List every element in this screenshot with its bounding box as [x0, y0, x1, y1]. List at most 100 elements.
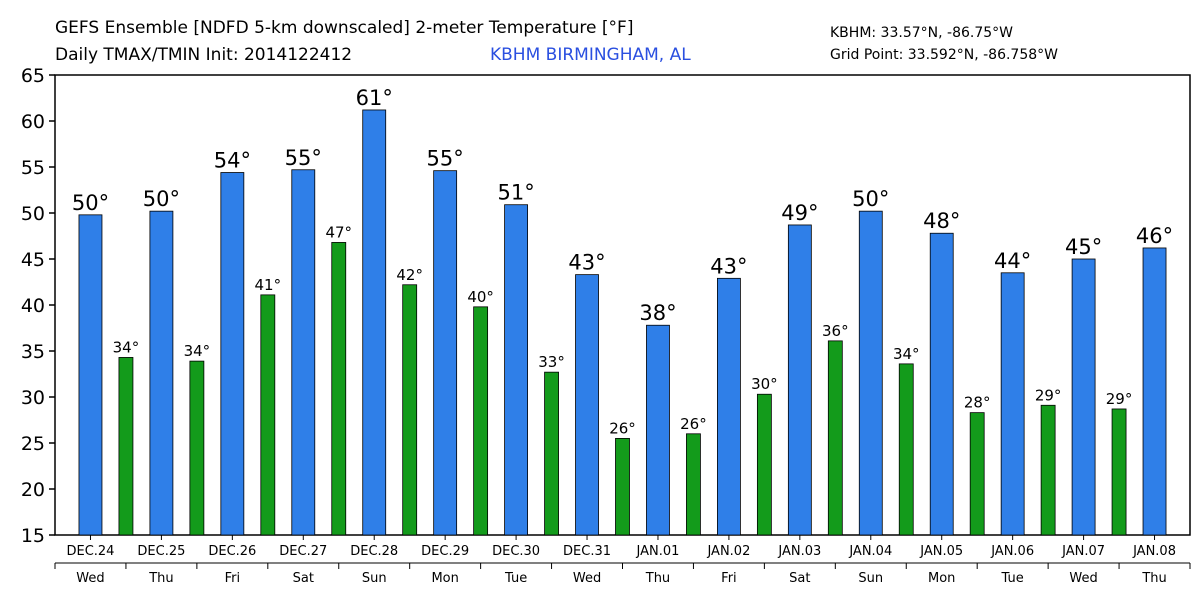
value-label: 33° [538, 353, 565, 371]
weekday-label: Mon [431, 571, 458, 586]
value-label: 61° [356, 86, 393, 110]
y-tick-label: 25 [21, 433, 45, 455]
x-tick-label: DEC.24 [66, 544, 114, 559]
value-label: 50° [852, 187, 889, 211]
bar [615, 437, 630, 536]
value-label: 26° [609, 419, 636, 437]
weekday-label: Sat [789, 571, 810, 586]
weekday-label: Wed [76, 571, 104, 586]
x-tick-label: DEC.27 [279, 544, 327, 559]
value-label: 43° [710, 254, 747, 278]
bar [646, 324, 670, 536]
bar [1071, 258, 1096, 536]
x-tick-label: JAN.03 [777, 544, 821, 559]
bar [544, 371, 559, 536]
x-tick-label: DEC.30 [492, 544, 540, 559]
value-label: 46° [1136, 224, 1173, 248]
value-label: 50° [72, 191, 109, 215]
bar [362, 109, 387, 536]
bar [189, 360, 205, 536]
weekday-label: Thu [1141, 571, 1166, 586]
bar [149, 210, 174, 536]
annotation: Grid Point: 33.592°N, -86.758°W [830, 47, 1058, 63]
bar [1040, 404, 1056, 536]
value-label: 34° [893, 345, 920, 363]
y-tick-label: 40 [21, 295, 45, 317]
bar [969, 412, 985, 536]
bar [402, 284, 418, 536]
y-tick-label: 65 [21, 65, 45, 87]
bar [686, 433, 701, 536]
weekday-label: Sun [858, 571, 883, 586]
value-label: 29° [1106, 390, 1133, 408]
bar [1142, 247, 1167, 536]
value-label: 42° [396, 266, 423, 284]
y-tick-label: 20 [21, 479, 45, 501]
value-label: 44° [994, 249, 1031, 273]
bar [504, 204, 528, 536]
weekday-label: Fri [225, 571, 241, 586]
value-label: 30° [751, 375, 778, 393]
value-label: 43° [568, 251, 605, 275]
value-label: 34° [184, 342, 211, 360]
y-tick-label: 45 [21, 249, 45, 271]
bar [787, 224, 812, 536]
value-label: 26° [680, 415, 707, 433]
bar [1000, 272, 1025, 536]
weekday-label: Wed [573, 571, 601, 586]
value-label: 48° [923, 209, 960, 233]
value-label: 55° [285, 146, 322, 170]
weekday-label: Thu [148, 571, 173, 586]
x-tick-label: JAN.06 [990, 544, 1034, 559]
value-label: 47° [325, 223, 352, 241]
x-tick-label: DEC.29 [421, 544, 469, 559]
value-label: 55° [427, 147, 464, 171]
x-tick-label: JAN.05 [919, 544, 963, 559]
value-label: 50° [143, 187, 180, 211]
weekday-label: Sat [293, 571, 314, 586]
bar [575, 274, 599, 536]
x-tick-label: DEC.25 [137, 544, 185, 559]
weekday-label: Wed [1069, 571, 1097, 586]
value-label: 34° [113, 338, 140, 356]
bar [898, 363, 914, 536]
bar [220, 172, 245, 536]
value-label: 38° [639, 301, 676, 325]
chart-title: GEFS Ensemble [NDFD 5-km downscaled] 2-m… [55, 18, 633, 38]
value-label: 45° [1065, 235, 1102, 259]
weekday-label: Fri [721, 571, 737, 586]
y-tick-label: 60 [21, 111, 45, 133]
x-tick-label: JAN.01 [636, 544, 680, 559]
x-tick-label: JAN.07 [1061, 544, 1105, 559]
bar [858, 210, 883, 536]
value-label: 29° [1035, 386, 1062, 404]
y-tick-label: 50 [21, 203, 45, 225]
bar [1111, 408, 1127, 536]
annotation: KBHM: 33.57°N, -86.75°W [830, 25, 1013, 41]
bar [827, 340, 843, 536]
x-tick-label: JAN.02 [706, 544, 750, 559]
value-label: 54° [214, 149, 251, 173]
x-tick-label: DEC.26 [208, 544, 256, 559]
bar [331, 242, 347, 536]
bar [118, 357, 134, 536]
x-tick-label: JAN.08 [1132, 544, 1176, 559]
x-tick-label: DEC.31 [563, 544, 611, 559]
bar [756, 393, 772, 536]
weekday-label: Tue [504, 571, 527, 586]
bar [260, 294, 276, 536]
x-tick-label: DEC.28 [350, 544, 398, 559]
value-label: 36° [822, 322, 849, 340]
weekday-label: Thu [645, 571, 670, 586]
bar [78, 214, 103, 536]
y-tick-label: 55 [21, 157, 45, 179]
chart-subtitle: Daily TMAX/TMIN Init: 2014122412 [55, 45, 352, 65]
y-tick-label: 35 [21, 341, 45, 363]
weekday-label: Tue [1001, 571, 1024, 586]
value-label: 49° [781, 201, 818, 225]
bar [291, 169, 316, 536]
value-label: 28° [964, 394, 991, 412]
bar [473, 306, 489, 536]
weekday-label: Sun [362, 571, 387, 586]
